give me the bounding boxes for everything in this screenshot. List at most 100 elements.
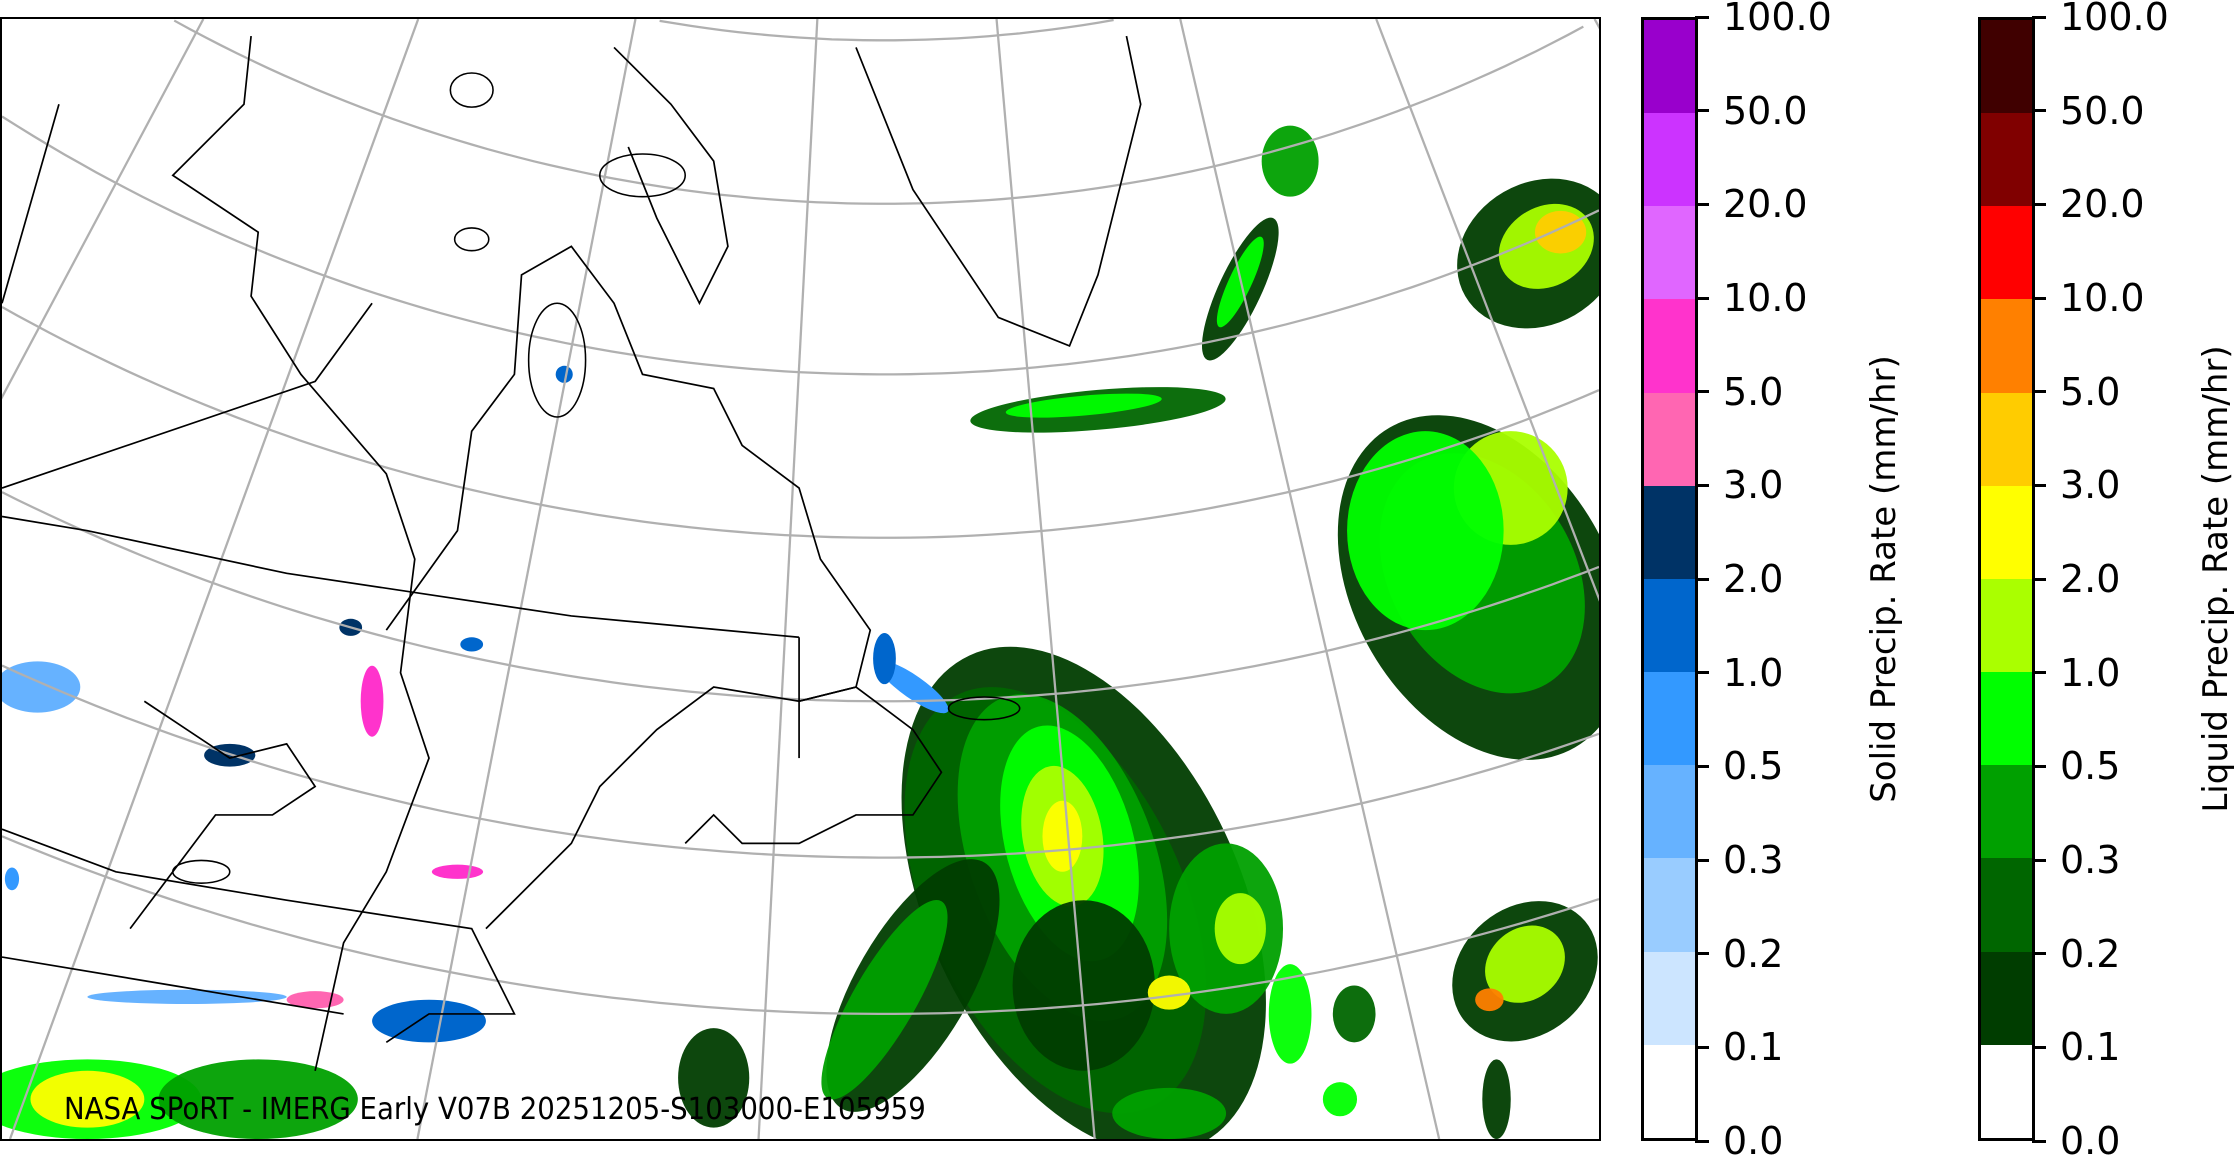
tick-label: 20.0 <box>1723 182 1808 227</box>
latitude-line <box>659 19 1114 42</box>
longitude-line <box>2 19 205 400</box>
liquid-precip-area <box>1332 985 1376 1043</box>
solid-precip-area <box>87 989 287 1004</box>
coastline <box>2 515 800 639</box>
tick-label: 0.3 <box>1723 838 1784 882</box>
tick-mark <box>2032 483 2046 487</box>
colorbar-segment <box>1644 206 1695 300</box>
tick-label: 3.0 <box>1723 463 1784 508</box>
coastline <box>2 104 60 304</box>
tick-label: 0.5 <box>2060 744 2121 789</box>
liquid-colorbar-label: Liquid Precip. Rate (mm/hr) <box>2196 345 2236 813</box>
longitude-line <box>8 19 420 1139</box>
tick-mark <box>2032 764 2046 768</box>
colorbar-segment <box>1644 1044 1695 1138</box>
map-caption: NASA SPoRT - IMERG Early V07B 20251205-S… <box>64 1092 926 1127</box>
tick-mark <box>2032 109 2046 113</box>
tick-mark <box>1695 202 1709 206</box>
liquid-precip-area <box>1268 964 1312 1064</box>
liquid-precip-colorbar <box>1978 17 2035 1141</box>
tick-label: 100.0 <box>2060 0 2169 39</box>
lake-outline <box>599 153 686 198</box>
colorbar-segment <box>1644 392 1695 486</box>
latitude-line <box>2 664 1599 859</box>
latitude-line <box>2 491 1599 703</box>
coastline <box>129 700 317 930</box>
tick-label: 0.0 <box>1723 1119 1784 1163</box>
longitude-line <box>757 19 819 1139</box>
solid-precip-area <box>555 365 573 383</box>
coastline <box>2 302 373 489</box>
longitude-line <box>1179 19 1441 1139</box>
colorbar-segment <box>1644 765 1695 859</box>
tick-label: 3.0 <box>2060 463 2121 508</box>
tick-label: 1.0 <box>1723 650 1784 695</box>
liquid-precip-area <box>158 1059 358 1139</box>
colorbar-segment <box>1981 765 2032 859</box>
tick-mark <box>1695 296 1709 300</box>
solid-precip-area <box>372 999 486 1043</box>
longitude-line <box>1375 19 1599 602</box>
liquid-precip-area <box>1042 800 1083 872</box>
solid-colorbar-label: Solid Precip. Rate (mm/hr) <box>1864 355 1904 803</box>
colorbar-segment <box>1981 113 2032 207</box>
tick-mark <box>2032 577 2046 581</box>
tick-mark <box>2032 1139 2046 1143</box>
tick-mark <box>2032 671 2046 675</box>
solid-precip-colorbar <box>1641 17 1698 1141</box>
tick-label: 100.0 <box>1723 0 1832 39</box>
tick-label: 5.0 <box>1723 369 1784 414</box>
tick-mark <box>1695 483 1709 487</box>
liquid-precip-area <box>821 900 948 1100</box>
longitude-line <box>995 19 1096 1139</box>
liquid-precip-area <box>1012 900 1155 1071</box>
colorbar-segment <box>1644 672 1695 766</box>
longitude-line <box>416 19 637 1139</box>
tick-label: 0.2 <box>1723 931 1784 976</box>
tick-mark <box>1695 671 1709 675</box>
colorbar-segment <box>1981 392 2032 486</box>
tick-label: 20.0 <box>2060 182 2145 227</box>
tick-label: 2.0 <box>2060 557 2121 601</box>
map-canvas <box>2 19 1599 1139</box>
tick-label: 0.1 <box>1723 1025 1784 1070</box>
latitude-line <box>2 835 1599 1016</box>
tick-mark <box>1695 15 1709 19</box>
liquid-precip-area <box>30 1070 145 1128</box>
tick-label: 0.1 <box>2060 1025 2121 1070</box>
liquid-precip-area <box>1475 988 1504 1012</box>
latitude-line <box>173 19 1584 205</box>
liquid-precip-area <box>1322 1082 1358 1117</box>
liquid-precip-area <box>1005 393 1162 418</box>
liquid-precip-area <box>1214 893 1266 965</box>
tick-mark <box>1695 390 1709 394</box>
tick-mark <box>1695 764 1709 768</box>
colorbar-segment <box>1981 299 2032 393</box>
coastline <box>684 686 943 845</box>
colorbar-segment <box>1644 858 1695 952</box>
liquid-precip-area <box>1482 1059 1511 1139</box>
coastline <box>613 46 729 306</box>
colorbar-segment <box>1981 206 2032 300</box>
tick-mark <box>2032 296 2046 300</box>
solid-precip-area <box>360 665 384 737</box>
coastline <box>171 35 430 1071</box>
tick-mark <box>1695 1045 1709 1049</box>
tick-mark <box>1695 952 1709 956</box>
liquid-precip-area <box>1485 925 1565 1003</box>
colorbar-segment <box>1981 951 2032 1045</box>
tick-label: 0.2 <box>2060 931 2121 976</box>
colorbar-segment <box>1644 299 1695 393</box>
colorbar-segment <box>1644 485 1695 579</box>
tick-mark <box>1695 577 1709 581</box>
tick-label: 1.0 <box>2060 650 2121 695</box>
liquid-precip-area <box>1112 1087 1227 1139</box>
lake-outline <box>947 696 1021 721</box>
tick-mark <box>2032 1045 2046 1049</box>
tick-label: 0.5 <box>1723 744 1784 789</box>
coastline <box>2 828 516 1044</box>
liquid-precip-area <box>1261 125 1319 197</box>
tick-mark <box>1695 858 1709 862</box>
colorbar-segment <box>1644 951 1695 1045</box>
colorbar-segment <box>1644 19 1695 114</box>
